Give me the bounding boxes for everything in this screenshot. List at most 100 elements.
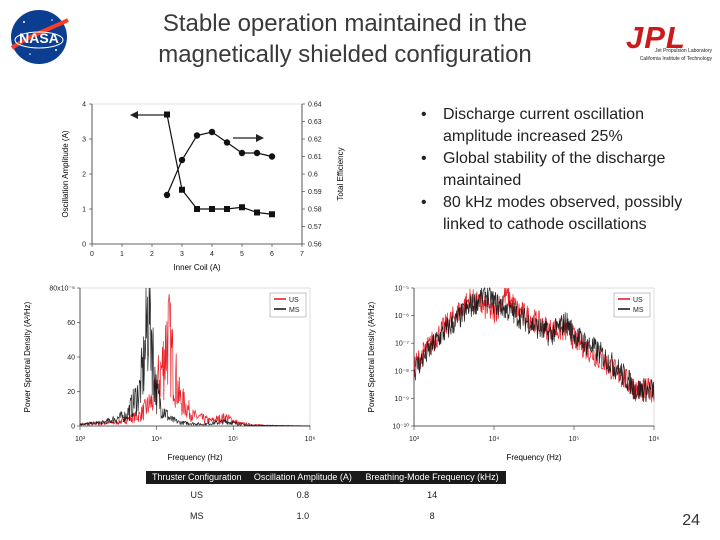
c3-x-tick-label: 10³ [409, 436, 420, 443]
c2-series-MS [79, 287, 311, 427]
table-header-cell: Thruster Configuration [146, 471, 248, 484]
chart1-y-tick-label: 3 [82, 137, 86, 144]
chart3-series [413, 287, 655, 403]
chart1-point [253, 149, 261, 157]
table-cell: 8 [358, 505, 506, 527]
chart1-point [269, 211, 275, 218]
c3-y-tick-label: 10⁻⁵ [395, 286, 409, 293]
c2-y-tick-label: 40 [67, 355, 75, 362]
slide-title-line1: Stable operation maintained in the [162, 10, 528, 37]
chart2-xlabel: Frequency (Hz) [167, 453, 222, 462]
c2-legend-label: US [289, 297, 299, 304]
slide-title: Stable operation maintained in the magne… [100, 8, 590, 70]
chart1-series [163, 111, 276, 218]
table-header-cell: Breathing-Mode Frequency (kHz) [358, 471, 506, 484]
chart1-point [239, 204, 245, 211]
chart1-y-tick-label: 1 [82, 207, 86, 214]
bullet-list: Discharge current oscillation amplitude … [415, 104, 717, 236]
chart1-arrow-left [130, 111, 164, 119]
c3-legend-label: US [633, 297, 643, 304]
chart2-series [79, 287, 311, 427]
chart1-y-tick-label: 2 [82, 172, 86, 179]
chart1-y2-tick-label: 0.58 [308, 207, 322, 214]
c2-y-tick-label: 80x10⁻⁶ [49, 286, 75, 293]
jpl-subtitle-lab: Jet Propulsion Laboratory [655, 48, 712, 54]
chart-amplitude-efficiency: 0 1 2 3 4 5 6 7 0 1 2 3 4 0.56 0.57 0.58 0.59 0.6 0.61 0.62… [61, 102, 345, 273]
chart1-point [208, 128, 216, 136]
nasa-logo: NASA [6, 8, 72, 66]
chart1-point [193, 132, 201, 139]
chart1-y2-tick-label: 0.59 [308, 189, 322, 196]
chart1-axes: 0 1 2 3 4 5 6 7 0 1 2 3 4 0.56 0.57 0.58 0.59 0.6 0.61 0.62… [82, 102, 322, 259]
chart1-xlabel: Inner Coil (A) [173, 263, 220, 272]
c3-legend-label: MS [633, 307, 644, 314]
chart1-point [209, 206, 215, 212]
chart1-point [238, 149, 246, 157]
c3-y-tick-label: 10⁻⁸ [395, 368, 409, 375]
chart1-point [164, 111, 170, 118]
chart3-axes: 10³ 10⁴ 10⁵ 10⁶ 10⁻¹⁰ 10⁻⁹ 10⁻⁸ 10⁻⁷ 10⁻⁶ 10⁻⁵ [392, 286, 659, 444]
jpl-subtitle-caltech: California Institute of Technology [639, 56, 712, 62]
c2-x-tick-label: 10⁵ [228, 436, 239, 443]
chart1-x-tick-label: 7 [300, 251, 304, 258]
table-cell: 1.0 [247, 505, 359, 527]
chart1-point [163, 191, 171, 199]
jpl-logo-text: JPL [626, 20, 686, 55]
chart1-plot-area [91, 103, 303, 245]
bullet-item: Discharge current oscillation amplitude … [415, 104, 717, 148]
c3-y-tick-label: 10⁻⁶ [395, 313, 409, 320]
chart1-x-tick-label: 5 [240, 251, 244, 258]
c3-x-tick-label: 10⁶ [649, 436, 660, 443]
c3-series-MS [413, 287, 655, 403]
results-table: Thruster Configuration Oscillation Ampli… [146, 471, 506, 527]
c2-x-tick-label: 10³ [75, 436, 86, 443]
chart1-point [268, 153, 276, 160]
c3-y-tick-label: 10⁻⁷ [395, 341, 409, 348]
table-cell: US [146, 484, 248, 506]
chart1-series-line [166, 114, 273, 215]
chart2-axes: 10³ 10⁴ 10⁵ 10⁶ 0 20 40 60 80x10⁻⁶ [49, 286, 315, 444]
table-cell: 14 [358, 484, 506, 506]
table-cell: 0.8 [247, 484, 359, 506]
chart1-y2label: Total Efficiency [336, 147, 345, 200]
nasa-logo-text: NASA [19, 30, 59, 46]
chart1-y-tick-label: 4 [82, 102, 86, 109]
chart-psd-log: 10³ 10⁴ 10⁵ 10⁶ 10⁻¹⁰ 10⁻⁹ 10⁻⁸ 10⁻⁷ 10⁻⁶ 10⁻⁵ US… [367, 286, 659, 463]
table-header-cell: Oscillation Amplitude (A) [247, 471, 359, 484]
chart1-y-tick-label: 0 [82, 242, 86, 249]
c3-y-tick-label: 10⁻⁹ [395, 396, 409, 403]
chart2-legend: US MS [269, 292, 307, 318]
table-row: US 0.8 14 [146, 484, 506, 506]
c2-legend-box [269, 292, 307, 318]
chart1-arrow-right [233, 134, 264, 142]
chart1-x-tick-label: 2 [150, 251, 154, 258]
c3-y-tick-label: 10⁻¹⁰ [392, 423, 409, 431]
table-cell: MS [146, 505, 248, 527]
chart1-x-tick-label: 3 [180, 251, 184, 258]
chart1-x-tick-label: 6 [270, 251, 274, 258]
chart1-x-tick-label: 4 [210, 251, 214, 258]
c2-y-tick-label: 0 [71, 424, 75, 431]
chart3-ylabel: Power Spectral Density (A²/Hz) [367, 301, 376, 412]
chart1-point [224, 206, 230, 212]
chart1-y2-tick-label: 0.6 [308, 172, 318, 179]
chart1-x-tick-label: 0 [90, 251, 94, 258]
chart1-y2-tick-label: 0.61 [308, 154, 322, 161]
chart1-y2-tick-label: 0.62 [308, 137, 322, 144]
chart1-point [178, 156, 186, 164]
table-header-row: Thruster Configuration Oscillation Ampli… [146, 471, 506, 484]
c2-legend-label: MS [289, 307, 300, 314]
chart1-y2-tick-label: 0.56 [308, 242, 322, 249]
c2-y-tick-label: 20 [67, 389, 75, 396]
table-row: MS 1.0 8 [146, 505, 506, 527]
chart3-legend: US MS [613, 292, 651, 318]
chart1-y2-tick-label: 0.57 [308, 224, 322, 231]
c2-y-tick-label: 60 [67, 320, 75, 327]
chart1-point [223, 139, 231, 146]
c2-x-tick-label: 10⁴ [151, 436, 162, 443]
page-number: 24 [682, 512, 700, 529]
chart2-ylabel: Power Spectral Density (A²/Hz) [23, 301, 32, 412]
chart1-x-tick-label: 1 [120, 251, 124, 258]
chart3-xlabel: Frequency (Hz) [506, 453, 561, 462]
c3-legend-box [613, 292, 651, 318]
